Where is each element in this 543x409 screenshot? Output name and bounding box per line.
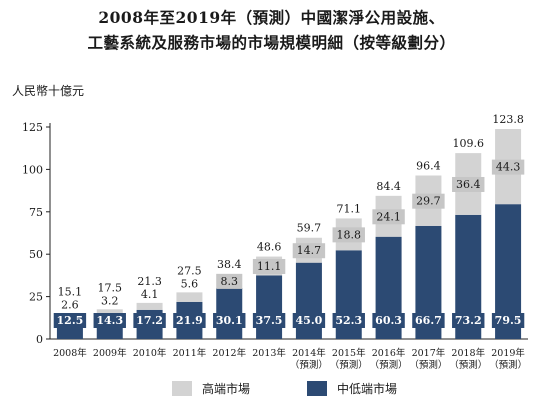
bar-segment-high-end <box>176 292 203 302</box>
data-label-total: 84.4 <box>376 180 401 193</box>
data-label-high-end: 36.4 <box>456 178 481 191</box>
legend-label-high-end: 高端市場 <box>202 382 251 396</box>
x-axis-tick-label: 2009年 <box>93 347 127 359</box>
data-label-box-high-end <box>412 193 445 209</box>
data-label-high-end: 3.2 <box>101 294 119 307</box>
data-label-mid-low-end: 14.3 <box>96 314 123 327</box>
data-label-high-end: 2.6 <box>61 298 79 311</box>
x-axis-tick-label: 2011年 <box>173 347 207 359</box>
data-label-box-mid-low-end <box>491 313 525 328</box>
x-axis-tick-sublabel: （預測） <box>370 359 408 371</box>
legend-swatch-mid-low-end <box>307 381 327 396</box>
data-label-box-mid-low-end <box>332 313 365 328</box>
data-label-total: 15.1 <box>58 285 83 298</box>
data-label-total: 27.5 <box>177 264 202 277</box>
legend-item-mid-low-end: 中低端市場 <box>307 380 397 397</box>
data-label-mid-low-end: 45.0 <box>296 314 323 327</box>
bar-segment-high-end <box>136 302 163 310</box>
data-label-total: 48.6 <box>257 241 282 254</box>
y-axis-tick-label: 75 <box>29 206 43 219</box>
x-axis-tick-label: 2012年 <box>212 347 246 359</box>
data-label-total: 71.1 <box>337 202 362 215</box>
data-label-high-end: 44.3 <box>496 161 521 174</box>
data-label-high-end: 18.8 <box>337 228 362 241</box>
y-axis-unit-label: 人民幣十億元 <box>12 84 85 98</box>
x-axis-tick-label: 2013年 <box>252 347 286 359</box>
data-label-total: 21.3 <box>137 275 162 288</box>
data-label-mid-low-end: 17.2 <box>136 314 163 327</box>
data-label-high-end: 5.6 <box>181 277 199 290</box>
data-label-box-mid-low-end <box>452 313 485 328</box>
data-label-box-mid-low-end <box>412 313 445 328</box>
data-label-mid-low-end: 60.3 <box>375 314 402 327</box>
x-axis-tick-label: 2015年 <box>332 347 366 359</box>
legend-swatch-high-end <box>172 381 192 396</box>
data-label-high-end: 4.1 <box>141 288 159 301</box>
data-label-box-high-end <box>216 273 243 289</box>
chart-title-line1: 2008年至2019年（預測）中國潔淨公用設施、 <box>98 8 445 27</box>
data-label-box-mid-low-end <box>133 313 166 328</box>
data-label-box-mid-low-end <box>173 313 206 328</box>
x-axis-tick-label: 2010年 <box>133 347 167 359</box>
y-axis-tick-label: 0 <box>36 333 43 346</box>
data-label-box-high-end <box>292 243 326 259</box>
data-label-box-high-end <box>372 209 405 225</box>
data-label-high-end: 8.3 <box>221 275 239 288</box>
x-axis-tick-label: 2018年 <box>451 347 485 359</box>
data-label-high-end: 11.1 <box>257 260 282 273</box>
x-axis-tick-label: 2008年 <box>53 347 87 359</box>
data-label-box-mid-low-end <box>252 313 286 328</box>
data-label-box-mid-low-end <box>53 313 87 328</box>
data-label-total: 123.8 <box>492 113 524 126</box>
x-axis-tick-sublabel: （預測） <box>290 359 328 371</box>
data-label-box-mid-low-end <box>213 313 246 328</box>
data-label-box-high-end <box>491 159 525 175</box>
data-label-mid-low-end: 52.3 <box>335 314 362 327</box>
y-axis-tick-label: 50 <box>29 248 43 261</box>
data-label-box-mid-low-end <box>292 313 326 328</box>
data-label-total: 59.7 <box>297 222 322 235</box>
data-label-mid-low-end: 66.7 <box>415 314 442 327</box>
x-axis-tick-sublabel: （預測） <box>330 359 368 371</box>
x-axis-tick-sublabel: （預測） <box>449 359 487 371</box>
data-label-box-high-end <box>252 258 286 274</box>
bar-segment-high-end <box>96 309 123 315</box>
data-label-mid-low-end: 37.5 <box>256 314 283 327</box>
data-label-total: 17.5 <box>98 281 123 294</box>
x-axis-tick-label: 2019年 <box>491 347 525 359</box>
x-axis-tick-sublabel: （預測） <box>489 359 527 371</box>
x-axis-tick-sublabel: （預測） <box>409 359 447 371</box>
data-label-high-end: 14.7 <box>297 244 322 257</box>
y-axis-tick-label: 25 <box>29 291 43 304</box>
x-axis-tick-label: 2014年 <box>292 347 326 359</box>
data-label-high-end: 29.7 <box>416 195 441 208</box>
x-axis-tick-label: 2016年 <box>372 347 406 359</box>
data-label-high-end: 24.1 <box>376 210 401 223</box>
y-axis-tick-label: 100 <box>22 163 43 176</box>
data-label-mid-low-end: 79.5 <box>495 314 522 327</box>
data-label-box-high-end <box>332 227 365 243</box>
data-label-mid-low-end: 12.5 <box>57 314 84 327</box>
data-label-total: 38.4 <box>217 258 242 271</box>
data-label-total: 96.4 <box>416 160 441 173</box>
legend-item-high-end: 高端市場 <box>172 380 250 397</box>
data-label-mid-low-end: 30.1 <box>216 314 243 327</box>
data-label-box-mid-low-end <box>372 313 405 328</box>
bar-segment-mid-low-end <box>256 275 283 339</box>
data-label-box-high-end <box>452 176 485 192</box>
data-label-mid-low-end: 73.2 <box>455 314 482 327</box>
y-axis-tick-label: 125 <box>22 121 43 134</box>
legend-label-mid-low-end: 中低端市場 <box>337 382 398 396</box>
data-label-box-mid-low-end <box>93 313 126 328</box>
data-label-mid-low-end: 21.9 <box>176 314 203 327</box>
chart-title-line2: 工藝系統及服務市場的市場規模明細（按等級劃分） <box>87 33 456 52</box>
data-label-total: 109.6 <box>453 137 485 150</box>
x-axis-tick-label: 2017年 <box>412 347 446 359</box>
